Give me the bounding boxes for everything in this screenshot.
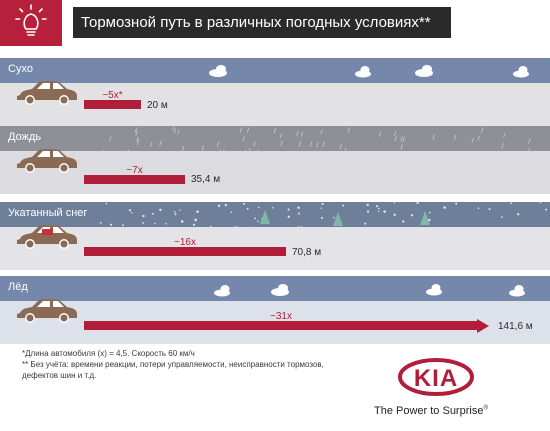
distance-bar (84, 321, 478, 330)
panel-dry: Сухо ~5x* 20 м (0, 58, 550, 126)
condition-label: Укатанный снег (8, 207, 88, 219)
sky-band (0, 58, 550, 83)
panel-rain: Дождь ~7x 35,4 м (0, 126, 550, 194)
distance-label: 141,6 м (498, 321, 533, 332)
footnote-3: дефектов шин и т.д. (22, 371, 97, 380)
kia-logo: KIA (370, 355, 530, 425)
sky-band (0, 202, 550, 227)
footnotes: *Длина автомобиля (x) = 4,5. Скорость 60… (22, 348, 342, 381)
sky-band (0, 276, 550, 301)
multiplier-label: ~7x (126, 165, 143, 176)
arrow-head-icon (477, 319, 489, 333)
footnote-1: *Длина автомобиля (x) = 4,5. Скорость 60… (22, 349, 195, 358)
chart-title: Тормозной путь в различных погодных усло… (73, 7, 451, 38)
tree-icons (260, 210, 430, 226)
multiplier-label: ~5x* (102, 90, 123, 101)
kia-logo-text: KIA (414, 365, 458, 392)
multiplier-label: ~16x (174, 237, 196, 248)
trademark-mark: ® (483, 405, 488, 412)
cloud-icons (209, 65, 529, 78)
condition-label: Дождь (8, 131, 42, 143)
tagline-text: The Power to Surprise (374, 405, 484, 417)
distance-bar (84, 247, 286, 256)
distance-label: 20 м (147, 100, 168, 111)
condition-label: Лёд (8, 281, 28, 293)
distance-label: 70,8 м (292, 247, 322, 258)
distance-bar (84, 100, 141, 109)
multiplier-label: ~31x (270, 311, 292, 322)
cloud-icons (214, 284, 525, 297)
brand-tagline: The Power to Surprise® (374, 405, 488, 417)
car-icon (14, 223, 80, 256)
kia-logo-icon: KIA (398, 358, 474, 396)
condition-label: Сухо (8, 63, 33, 75)
panel-snow: Укатанный снег ~16x 70,8 м (0, 202, 550, 270)
distance-label: 35,4 м (191, 174, 221, 185)
panel-ice: Лёд ~31x 141,6 м (0, 276, 550, 344)
road (0, 151, 550, 194)
car-icon (14, 297, 80, 330)
car-icon (14, 79, 80, 112)
distance-bar (84, 175, 185, 184)
car-icon (14, 147, 80, 180)
lightbulb-icon (15, 4, 47, 36)
lightbulb-icon-box (0, 0, 62, 46)
footnote-2: ** Без учёта: времени реакции, потери уп… (22, 360, 324, 369)
header: Тормозной путь в различных погодных усло… (0, 0, 550, 46)
